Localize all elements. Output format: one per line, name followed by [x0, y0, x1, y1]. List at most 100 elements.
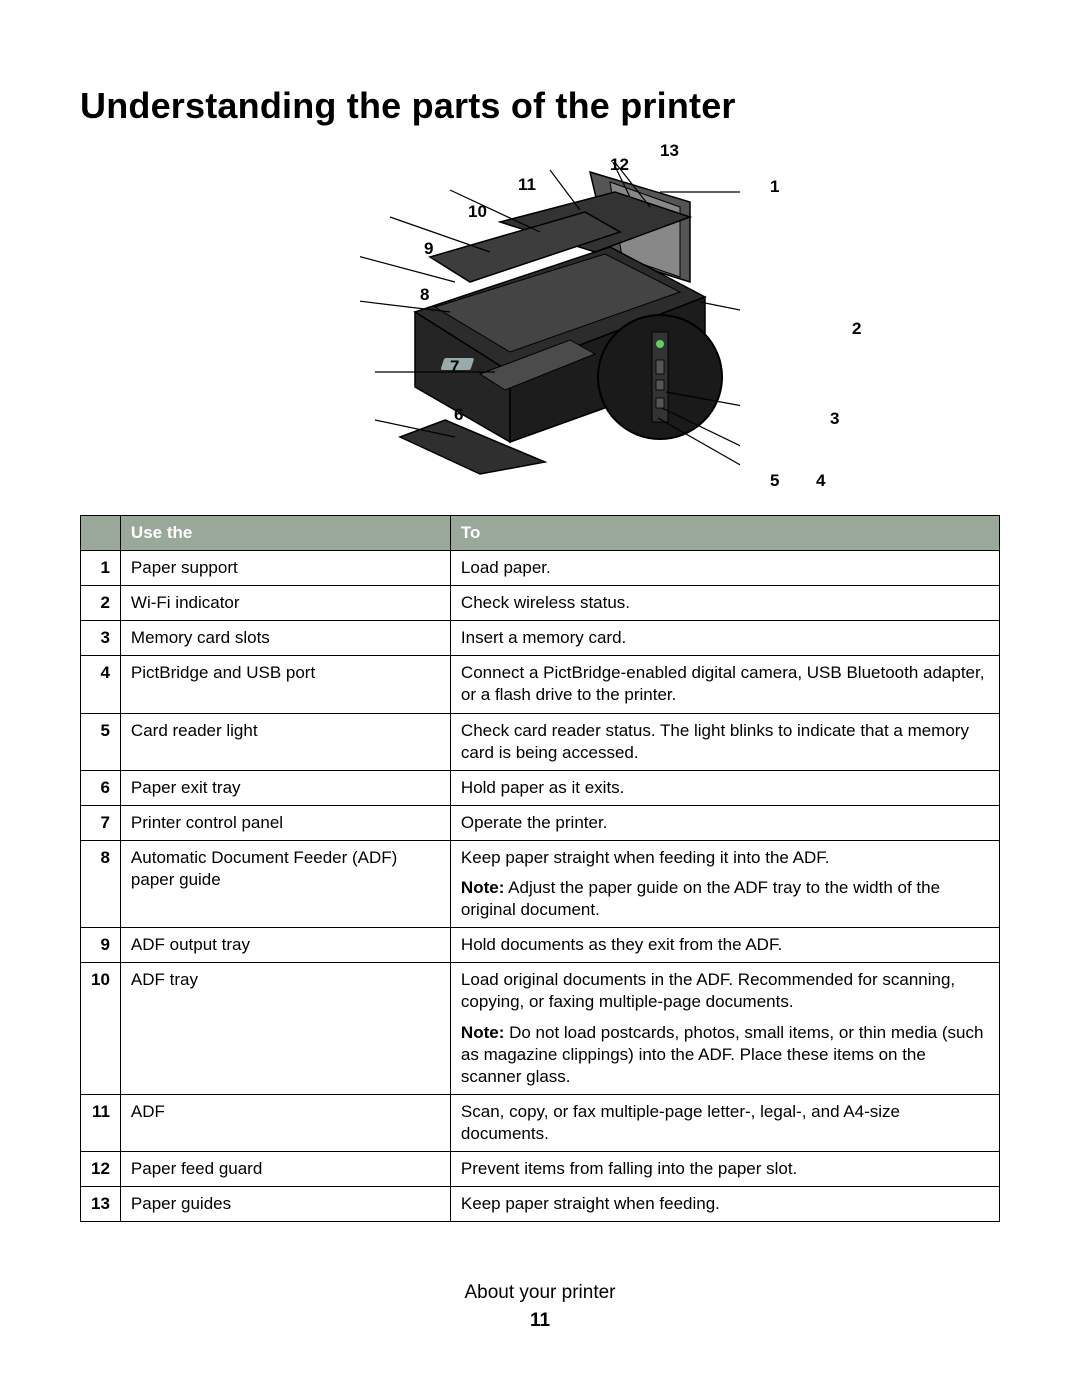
row-to-block: Check wireless status. — [461, 592, 989, 614]
row-to-text: Operate the printer. — [461, 813, 607, 832]
row-use: ADF output tray — [120, 928, 450, 963]
note-label: Note: — [461, 1023, 504, 1042]
row-use: Paper support — [120, 551, 450, 586]
row-use: Card reader light — [120, 713, 450, 770]
table-row: 3Memory card slots Insert a memory card. — [81, 621, 1000, 656]
row-use: PictBridge and USB port — [120, 656, 450, 713]
row-to-block: Keep paper straight when feeding it into… — [461, 847, 989, 869]
callout-6: 6 — [454, 405, 463, 425]
row-to: Scan, copy, or fax multiple-page letter-… — [450, 1094, 999, 1151]
row-number: 12 — [81, 1151, 121, 1186]
row-to-block: Prevent items from falling into the pape… — [461, 1158, 989, 1180]
row-to: Load original documents in the ADF. Reco… — [450, 963, 999, 1094]
row-to-block: Note: Do not load postcards, photos, sma… — [461, 1022, 989, 1088]
row-use: Paper exit tray — [120, 770, 450, 805]
row-use: ADF — [120, 1094, 450, 1151]
page-title: Understanding the parts of the printer — [80, 85, 1000, 127]
table-row: 13Paper guides Keep paper straight when f… — [81, 1187, 1000, 1222]
row-use: ADF tray — [120, 963, 450, 1094]
row-to-text: Scan, copy, or fax multiple-page letter-… — [461, 1102, 900, 1143]
row-to-block: Note: Adjust the paper guide on the ADF … — [461, 877, 989, 921]
row-to-text: Hold documents as they exit from the ADF… — [461, 935, 782, 954]
callout-13: 13 — [660, 141, 679, 161]
row-to-text: Hold paper as it exits. — [461, 778, 624, 797]
row-to: Check wireless status. — [450, 586, 999, 621]
row-number: 11 — [81, 1094, 121, 1151]
row-to-block: Hold paper as it exits. — [461, 777, 989, 799]
page-footer: About your printer 11 — [80, 1282, 1000, 1332]
table-row: 8Automatic Document Feeder (ADF) paper g… — [81, 840, 1000, 927]
row-use: Printer control panel — [120, 805, 450, 840]
row-to-block: Check card reader status. The light blin… — [461, 720, 989, 764]
row-to-text: Check card reader status. The light blin… — [461, 721, 969, 762]
row-to-block: Hold documents as they exit from the ADF… — [461, 934, 989, 956]
row-to-block: Connect a PictBridge-enabled digital cam… — [461, 662, 989, 706]
footer-page-number: 11 — [80, 1310, 1000, 1332]
callout-11: 11 — [518, 175, 536, 195]
row-number: 2 — [81, 586, 121, 621]
row-to-text: Check wireless status. — [461, 593, 630, 612]
row-to-block: Load paper. — [461, 557, 989, 579]
row-to: Hold paper as it exits. — [450, 770, 999, 805]
table-header-row: Use the To — [81, 516, 1000, 551]
callout-9: 9 — [424, 239, 433, 259]
row-to-block: Scan, copy, or fax multiple-page letter-… — [461, 1101, 989, 1145]
row-to-text: Keep paper straight when feeding. — [461, 1194, 720, 1213]
row-use: Paper feed guard — [120, 1151, 450, 1186]
row-to-block: Insert a memory card. — [461, 627, 989, 649]
row-to: Connect a PictBridge-enabled digital cam… — [450, 656, 999, 713]
col-header-to: To — [450, 516, 999, 551]
printer-illustration — [360, 162, 740, 482]
callout-1: 1 — [770, 177, 779, 197]
col-header-use: Use the — [120, 516, 450, 551]
table-row: 7Printer control panel Operate the printe… — [81, 805, 1000, 840]
callout-3: 3 — [830, 409, 839, 429]
row-to-text: Keep paper straight when feeding it into… — [461, 848, 830, 867]
row-to: Insert a memory card. — [450, 621, 999, 656]
table-row: 2Wi-Fi indicatorCheck wireless status. — [81, 586, 1000, 621]
row-to-block: Operate the printer. — [461, 812, 989, 834]
table-row: 10ADF tray Load original documents in the… — [81, 963, 1000, 1094]
row-to-text: Insert a memory card. — [461, 628, 626, 647]
diagram-container: 1 2 3 4 5 6 7 8 9 10 11 12 13 — [80, 137, 1000, 497]
footer-section: About your printer — [80, 1282, 1000, 1304]
row-to-text: Do not load postcards, photos, small ite… — [461, 1023, 984, 1086]
table-row: 6Paper exit trayHold paper as it exits. — [81, 770, 1000, 805]
row-use: Memory card slots — [120, 621, 450, 656]
callout-4: 4 — [816, 471, 825, 491]
row-number: 1 — [81, 551, 121, 586]
row-number: 10 — [81, 963, 121, 1094]
row-number: 9 — [81, 928, 121, 963]
callout-7: 7 — [450, 357, 459, 377]
row-to-text: Load paper. — [461, 558, 551, 577]
note-label: Note: — [461, 878, 504, 897]
table-row: 9ADF output tray Hold documents as they e… — [81, 928, 1000, 963]
row-to-text: Adjust the paper guide on the ADF tray t… — [461, 878, 940, 919]
col-header-num — [81, 516, 121, 551]
table-row: 5Card reader light Check card reader stat… — [81, 713, 1000, 770]
table-row: 12Paper feed guard Prevent items from fal… — [81, 1151, 1000, 1186]
row-number: 4 — [81, 656, 121, 713]
row-to-text: Load original documents in the ADF. Reco… — [461, 970, 955, 1011]
row-number: 8 — [81, 840, 121, 927]
row-to-block: Load original documents in the ADF. Reco… — [461, 969, 989, 1013]
row-to-text: Connect a PictBridge-enabled digital cam… — [461, 663, 985, 704]
row-use: Automatic Document Feeder (ADF) paper gu… — [120, 840, 450, 927]
row-to: Check card reader status. The light blin… — [450, 713, 999, 770]
row-to: Load paper. — [450, 551, 999, 586]
document-page: Understanding the parts of the printer — [0, 0, 1080, 1372]
row-number: 5 — [81, 713, 121, 770]
callout-2: 2 — [852, 319, 861, 339]
row-number: 3 — [81, 621, 121, 656]
row-number: 7 — [81, 805, 121, 840]
callout-10: 10 — [468, 202, 487, 222]
row-to: Hold documents as they exit from the ADF… — [450, 928, 999, 963]
row-to-text: Prevent items from falling into the pape… — [461, 1159, 797, 1178]
parts-table: Use the To 1Paper support Load paper. 2Wi-… — [80, 515, 1000, 1222]
row-number: 13 — [81, 1187, 121, 1222]
row-use: Paper guides — [120, 1187, 450, 1222]
row-to: Prevent items from falling into the pape… — [450, 1151, 999, 1186]
callout-8: 8 — [420, 285, 429, 305]
row-to: Keep paper straight when feeding. — [450, 1187, 999, 1222]
table-row: 4PictBridge and USB port Connect a PictBr… — [81, 656, 1000, 713]
